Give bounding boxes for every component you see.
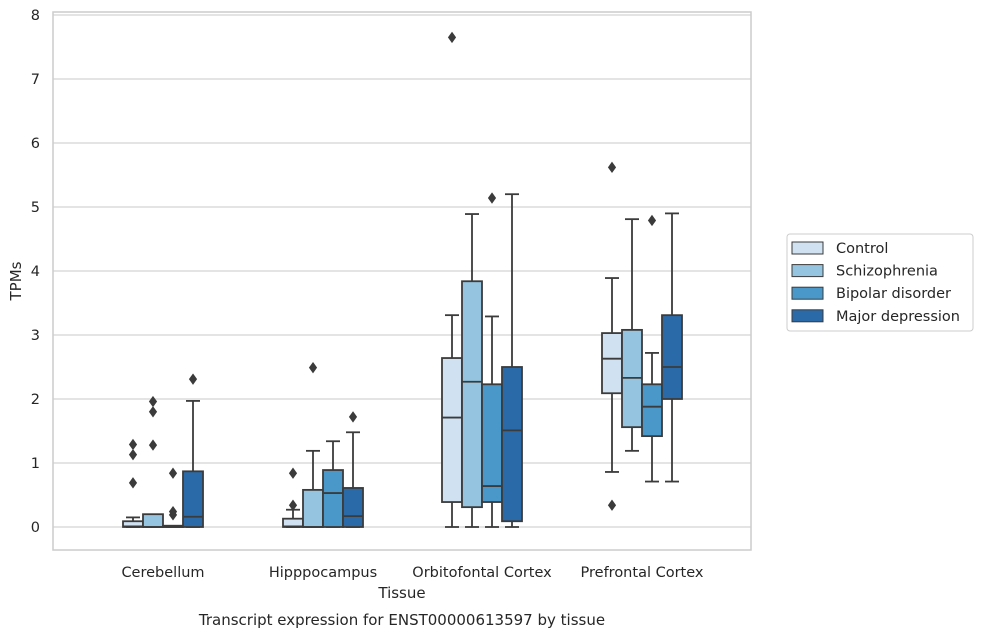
box-plot-series (122, 31, 683, 528)
box-iqr (142, 513, 164, 528)
outlier-point (607, 499, 617, 511)
y-tick-label: 0 (31, 520, 40, 536)
box-item (142, 395, 164, 528)
box-item (162, 467, 184, 528)
outlier-point (308, 361, 318, 374)
legend: Control Schizophrenia Bipolar disorder Majo… (786, 233, 974, 332)
legend-label: Major depression (836, 309, 960, 325)
y-axis-label: TPMs (7, 261, 25, 301)
series-group (162, 192, 663, 528)
outlier-point (647, 214, 657, 227)
box-iqr (441, 357, 463, 503)
legend-swatch (791, 264, 824, 278)
outlier-point (288, 467, 298, 479)
y-tick-label: 6 (31, 136, 40, 152)
box-item (481, 192, 503, 528)
box-item (641, 214, 663, 483)
series-group (182, 193, 683, 528)
box-item (441, 31, 463, 528)
box-item (122, 438, 144, 528)
box-iqr (601, 332, 623, 395)
y-tick-label: 8 (31, 8, 40, 24)
y-tick-label: 7 (31, 72, 40, 88)
box-item (342, 411, 364, 528)
outlier-point (168, 467, 178, 479)
legend-label: Control (836, 241, 888, 257)
x-axis-label: Tissue (377, 584, 425, 602)
box-iqr (461, 280, 483, 509)
x-tick-label: Orbitofontal Cortex (412, 565, 552, 581)
y-tick-label: 2 (31, 392, 40, 408)
y-tick-label: 1 (31, 456, 40, 472)
legend-swatch (791, 309, 824, 323)
box-item (461, 213, 483, 528)
x-tick-label: Cerebellum (121, 565, 204, 581)
outlier-point (188, 373, 198, 385)
box-item (601, 161, 623, 511)
y-axis-ticks: 0 1 2 3 4 5 6 7 8 (31, 8, 40, 536)
outlier-point (128, 448, 138, 461)
box-iqr (661, 314, 683, 400)
box-iqr (481, 383, 503, 503)
chart-caption: Transcript expression for ENST0000061359… (198, 611, 605, 629)
box-iqr (322, 469, 344, 528)
series-group (142, 213, 643, 528)
box-item (322, 440, 344, 528)
outlier-point (487, 192, 497, 204)
box-iqr (302, 488, 324, 528)
y-tick-label: 5 (31, 200, 40, 216)
x-tick-label: Prefrontal Cortex (581, 565, 704, 581)
outlier-point (348, 411, 358, 423)
x-tick-label: Hipppocampus (269, 565, 377, 581)
x-axis-ticks: Cerebellum Hipppocampus Orbitofontal Corte… (121, 565, 703, 581)
outlier-point (128, 477, 138, 489)
box-item (621, 218, 643, 452)
box-iqr (182, 470, 204, 528)
series-group (122, 31, 623, 528)
outlier-point (288, 499, 298, 511)
grid-lines (53, 14, 751, 528)
outlier-point (148, 406, 158, 418)
y-tick-label: 3 (31, 328, 40, 344)
outlier-point (607, 161, 617, 174)
plot-frame (52, 11, 752, 551)
outlier-point (148, 395, 158, 408)
outlier-point (447, 31, 457, 44)
legend-label: Bipolar disorder (836, 286, 951, 302)
box-iqr (342, 487, 364, 528)
legend-frame (786, 233, 974, 332)
box-item (661, 212, 683, 483)
box-item (282, 467, 304, 528)
legend-swatch (791, 241, 824, 255)
legend-label: Schizophrenia (836, 264, 938, 280)
box-item (501, 193, 523, 528)
box-item (302, 361, 324, 528)
y-tick-label: 4 (31, 264, 40, 280)
box-item (182, 373, 204, 528)
outlier-point (148, 439, 158, 451)
box-iqr (501, 366, 523, 523)
box-iqr (641, 383, 663, 438)
outlier-point (128, 438, 138, 451)
legend-swatch (791, 286, 824, 300)
outlier-point (168, 505, 178, 518)
